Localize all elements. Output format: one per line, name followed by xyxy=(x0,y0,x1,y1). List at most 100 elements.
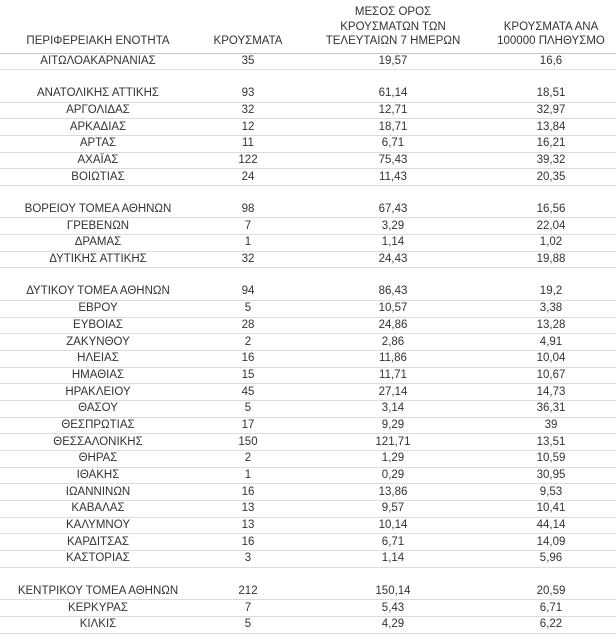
cell-cases: 1 xyxy=(196,234,300,252)
cell-cases: 16 xyxy=(196,533,300,552)
cell-cases-per-100k: 20,59 xyxy=(486,583,616,601)
cell-avg-7-days: 150,14 xyxy=(300,583,486,601)
cell-regional-unit: ΒΟΡΕΙΟΥ ΤΟΜΕΑ ΑΘΗΝΩΝ xyxy=(0,201,196,219)
cell-regional-unit: ΔΥΤΙΚΟΥ ΤΟΜΕΑ ΑΘΗΝΩΝ xyxy=(0,284,196,301)
cell-regional-unit: ΘΕΣΠΡΩΤΙΑΣ xyxy=(0,417,196,435)
spacer-row xyxy=(0,186,616,202)
spacer-row xyxy=(0,70,616,86)
cell-cases-per-100k: 1,02 xyxy=(486,234,616,252)
cell-regional-unit: ΑΧΑΪΑΣ xyxy=(0,152,196,170)
cell-cases-per-100k: 14,09 xyxy=(486,533,616,552)
cell-cases: 32 xyxy=(196,102,300,120)
cell-cases-per-100k: 13,28 xyxy=(486,317,616,335)
cell-regional-unit: ΑΡΤΑΣ xyxy=(0,135,196,153)
table-row: ΔΥΤΙΚΗΣ ΑΤΤΙΚΗΣ 32 24,43 19,88 xyxy=(0,251,616,269)
cell-cases: 28 xyxy=(196,317,300,335)
cell-cases-per-100k: 16,21 xyxy=(486,135,616,153)
spacer-cell xyxy=(0,70,196,86)
cell-avg-7-days: 10,57 xyxy=(300,300,486,318)
table-row: ΔΡΑΜΑΣ 1 1,14 1,02 xyxy=(0,234,616,252)
cell-cases: 2 xyxy=(196,450,300,468)
spacer-cell xyxy=(196,567,300,583)
cell-avg-7-days: 11,71 xyxy=(300,367,486,385)
cell-cases-per-100k: 36,31 xyxy=(486,400,616,418)
cell-cases-per-100k: 5,96 xyxy=(486,550,616,568)
cell-cases-per-100k: 10,41 xyxy=(486,500,616,518)
cell-regional-unit: ΘΕΣΣΑΛΟΝΙΚΗΣ xyxy=(0,433,196,451)
cell-regional-unit: ΚΙΛΚΙΣ xyxy=(0,616,196,634)
table-row: ΚΙΛΚΙΣ 5 4,29 6,22 xyxy=(0,616,616,634)
cell-cases-per-100k: 30,95 xyxy=(486,467,616,485)
table-row: ΗΡΑΚΛΕΙΟΥ 45 27,14 14,73 xyxy=(0,383,616,401)
col-header-cases: ΚΡΟΥΣΜΑΤΑ xyxy=(196,0,300,54)
cell-regional-unit: ΑΡΚΑΔΙΑΣ xyxy=(0,118,196,136)
table-row: ΘΕΣΠΡΩΤΙΑΣ 17 9,29 39 xyxy=(0,417,616,435)
cell-regional-unit: ΑΝΑΤΟΛΙΚΗΣ ΑΤΤΙΚΗΣ xyxy=(0,85,196,103)
cell-cases-per-100k: 6,71 xyxy=(486,599,616,617)
cell-avg-7-days: 86,43 xyxy=(300,284,486,301)
cell-avg-7-days: 9,29 xyxy=(300,417,486,435)
spacer-cell xyxy=(300,268,486,284)
cell-cases: 5 xyxy=(196,300,300,318)
table-row: ΘΕΣΣΑΛΟΝΙΚΗΣ 150 121,71 13,51 xyxy=(0,433,616,451)
cell-regional-unit: ΘΑΣΟΥ xyxy=(0,400,196,418)
cell-avg-7-days: 12,71 xyxy=(300,102,486,120)
cell-avg-7-days: 13,86 xyxy=(300,483,486,502)
cell-cases-per-100k: 13,51 xyxy=(486,433,616,451)
cell-cases: 16 xyxy=(196,350,300,368)
cell-regional-unit: ΗΛΕΙΑΣ xyxy=(0,350,196,368)
cell-cases: 150 xyxy=(196,433,300,451)
table-row: ΗΜΑΘΙΑΣ 15 11,71 10,67 xyxy=(0,367,616,385)
cell-cases: 45 xyxy=(196,383,300,401)
cell-cases-per-100k: 32,97 xyxy=(486,102,616,120)
cell-regional-unit: ΗΡΑΚΛΕΙΟΥ xyxy=(0,383,196,401)
cell-avg-7-days: 9,57 xyxy=(300,500,486,518)
cell-regional-unit: ΚΕΝΤΡΙΚΟΥ ΤΟΜΕΑ ΑΘΗΝΩΝ xyxy=(0,583,196,601)
cell-avg-7-days: 27,14 xyxy=(300,383,486,401)
cell-cases-per-100k: 19,88 xyxy=(486,251,616,269)
table-row: ΑΙΤΩΛΟΑΚΑΡΝΑΝΙΑΣ 35 19,57 16,6 xyxy=(0,53,616,71)
cell-cases-per-100k: 39,32 xyxy=(486,152,616,170)
cell-avg-7-days: 3,14 xyxy=(300,400,486,418)
cell-regional-unit: ΚΑΒΑΛΑΣ xyxy=(0,500,196,518)
table-row: ΓΡΕΒΕΝΩΝ 7 3,29 22,04 xyxy=(0,217,616,236)
table-row: ΔΥΤΙΚΟΥ ΤΟΜΕΑ ΑΘΗΝΩΝ 94 86,43 19,2 xyxy=(0,284,616,301)
spacer-cell xyxy=(300,567,486,583)
cell-avg-7-days: 1,14 xyxy=(300,550,486,568)
spacer-cell xyxy=(0,268,196,284)
cell-cases-per-100k: 22,04 xyxy=(486,217,616,236)
cell-avg-7-days: 11,43 xyxy=(300,168,486,186)
table-row: ΗΛΕΙΑΣ 16 11,86 10,04 xyxy=(0,350,616,368)
cell-avg-7-days: 6,71 xyxy=(300,533,486,552)
table-row: ΘΑΣΟΥ 5 3,14 36,31 xyxy=(0,400,616,418)
spacer-cell xyxy=(0,186,196,202)
cell-avg-7-days: 1,14 xyxy=(300,234,486,252)
table-row: ΑΡΓΟΛΙΔΑΣ 32 12,71 32,97 xyxy=(0,102,616,120)
cell-regional-unit: ΒΟΙΩΤΙΑΣ xyxy=(0,168,196,186)
table-row: ΚΕΝΤΡΙΚΟΥ ΤΟΜΕΑ ΑΘΗΝΩΝ 212 150,14 20,59 xyxy=(0,583,616,601)
table-row: ΑΝΑΤΟΛΙΚΗΣ ΑΤΤΙΚΗΣ 93 61,14 18,51 xyxy=(0,85,616,103)
cell-avg-7-days: 3,29 xyxy=(300,217,486,236)
cell-cases: 11 xyxy=(196,135,300,153)
cell-cases-per-100k: 39 xyxy=(486,417,616,435)
cell-regional-unit: ΘΗΡΑΣ xyxy=(0,450,196,468)
cell-avg-7-days: 18,71 xyxy=(300,118,486,136)
cell-cases-per-100k: 3,38 xyxy=(486,300,616,318)
spacer-cell xyxy=(300,70,486,86)
cell-regional-unit: ΚΑΛΥΜΝΟΥ xyxy=(0,517,196,535)
cell-cases: 94 xyxy=(196,284,300,301)
cell-avg-7-days: 5,43 xyxy=(300,599,486,617)
spacer-row xyxy=(0,268,616,284)
table-row: ΕΒΡΟΥ 5 10,57 3,38 xyxy=(0,300,616,318)
cell-avg-7-days: 10,14 xyxy=(300,517,486,535)
cell-cases: 7 xyxy=(196,217,300,236)
cell-regional-unit: ΓΡΕΒΕΝΩΝ xyxy=(0,217,196,236)
col-header-regional-unit: ΠΕΡΙΦΕΡΕΙΑΚΗ ΕΝΟΤΗΤΑ xyxy=(0,0,196,54)
cell-avg-7-days: 11,86 xyxy=(300,350,486,368)
cell-regional-unit: ΙΩΑΝΝΙΝΩΝ xyxy=(0,483,196,502)
table-row: ΑΡΚΑΔΙΑΣ 12 18,71 13,84 xyxy=(0,118,616,136)
cell-cases: 32 xyxy=(196,251,300,269)
cell-cases: 2 xyxy=(196,333,300,351)
cell-cases: 12 xyxy=(196,118,300,136)
